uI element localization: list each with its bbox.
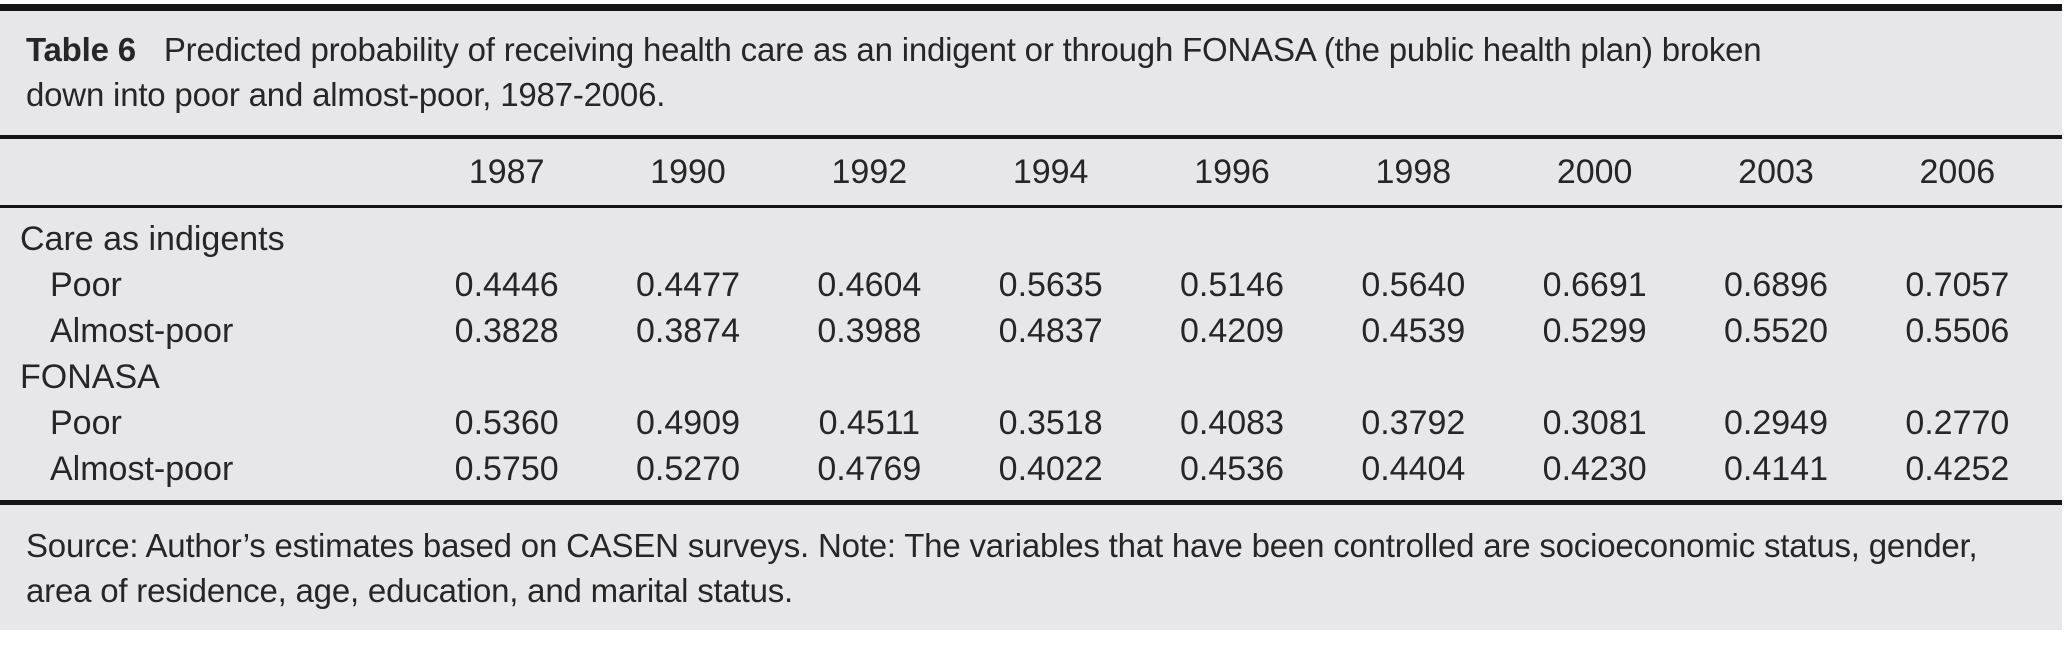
caption-text-1: Predicted probability of receiving healt… bbox=[163, 31, 1762, 68]
row-label: Almost-poor bbox=[50, 311, 234, 350]
year-header: 2003 bbox=[1738, 152, 1814, 191]
rule-under-caption bbox=[0, 135, 2062, 139]
table-row: Poor 0.4446 0.4477 0.4604 0.5635 0.5146 … bbox=[0, 262, 2062, 308]
value-cell: 0.6691 bbox=[1542, 265, 1647, 304]
value-cell: 0.4252 bbox=[1905, 449, 2010, 488]
value-cell: 0.4230 bbox=[1542, 449, 1647, 488]
value-cell: 0.4083 bbox=[1179, 403, 1284, 442]
value-cell: 0.5640 bbox=[1361, 265, 1466, 304]
year-header: 1992 bbox=[831, 152, 908, 191]
source-note: Source: Author’s estimates based on CASE… bbox=[0, 505, 2062, 613]
section-label: Care as indigents bbox=[20, 219, 285, 258]
value-cell: 0.4539 bbox=[1361, 311, 1466, 350]
section-row-care-as-indigents: Care as indigents bbox=[0, 216, 2062, 262]
table-number-label: Table 6 bbox=[26, 31, 136, 68]
value-cell: 0.7057 bbox=[1905, 265, 2010, 304]
value-cell: 0.5635 bbox=[998, 265, 1103, 304]
value-cell: 0.4209 bbox=[1179, 311, 1284, 350]
year-header: 2000 bbox=[1556, 152, 1633, 191]
value-cell: 0.4141 bbox=[1723, 449, 1828, 488]
value-cell: 0.5299 bbox=[1542, 311, 1647, 350]
row-label: Poor bbox=[50, 403, 122, 442]
value-cell: 0.4477 bbox=[635, 265, 740, 304]
value-cell: 0.3828 bbox=[454, 311, 559, 350]
section-label: FONASA bbox=[20, 357, 160, 396]
value-cell: 0.3792 bbox=[1361, 403, 1466, 442]
value-cell: 0.2949 bbox=[1723, 403, 1828, 442]
value-cell: 0.4604 bbox=[817, 265, 922, 304]
value-cell: 0.4769 bbox=[817, 449, 922, 488]
value-cell: 0.5750 bbox=[454, 449, 559, 488]
row-label: Almost-poor bbox=[50, 449, 234, 488]
value-cell: 0.5520 bbox=[1723, 311, 1828, 350]
value-cell: 0.4404 bbox=[1361, 449, 1466, 488]
value-cell: 0.5146 bbox=[1179, 265, 1284, 304]
row-label: Poor bbox=[50, 265, 122, 304]
year-header: 1990 bbox=[650, 152, 726, 191]
value-cell: 0.5506 bbox=[1905, 311, 2010, 350]
table-row: Almost-poor 0.5750 0.5270 0.4769 0.4022 … bbox=[0, 446, 2062, 492]
section-row-fonasa: FONASA bbox=[0, 354, 2062, 400]
value-cell: 0.3874 bbox=[635, 311, 740, 350]
table-caption: Table 6 Predicted probability of receivin… bbox=[0, 11, 2062, 135]
value-cell: 0.4511 bbox=[818, 403, 921, 442]
year-header: 2006 bbox=[1919, 152, 1996, 191]
year-header: 1987 bbox=[468, 152, 545, 191]
caption-line-2: down into poor and almost-poor, 1987-200… bbox=[26, 76, 666, 113]
value-cell: 0.6896 bbox=[1723, 265, 1828, 304]
year-header: 1996 bbox=[1194, 152, 1270, 191]
value-cell: 0.3081 bbox=[1542, 403, 1647, 442]
value-cell: 0.5360 bbox=[454, 403, 559, 442]
table-row: Poor 0.5360 0.4909 0.4511 0.3518 0.4083 … bbox=[0, 400, 2062, 446]
year-header: 1998 bbox=[1375, 152, 1452, 191]
year-header-row: 1987 1990 1992 1994 1996 1998 2000 2003 … bbox=[0, 139, 2062, 205]
caption-line-1: Table 6 Predicted probability of receivin… bbox=[26, 27, 2032, 72]
value-cell: 0.5270 bbox=[635, 449, 740, 488]
value-cell: 0.4837 bbox=[998, 311, 1103, 350]
table-body: Care as indigents Poor 0.4446 0.4477 0.4… bbox=[0, 208, 2062, 500]
value-cell: 0.3988 bbox=[817, 311, 922, 350]
value-cell: 0.4022 bbox=[998, 449, 1103, 488]
value-cell: 0.3518 bbox=[998, 403, 1103, 442]
table-row: Almost-poor 0.3828 0.3874 0.3988 0.4837 … bbox=[0, 308, 2062, 354]
value-cell: 0.2770 bbox=[1905, 403, 2010, 442]
table-panel: Table 6 Predicted probability of receivin… bbox=[0, 4, 2062, 630]
note-line-2: area of residence, age, education, and m… bbox=[26, 572, 794, 609]
note-line-1: Source: Author’s estimates based on CASE… bbox=[26, 527, 1978, 564]
value-cell: 0.4446 bbox=[454, 265, 559, 304]
year-header: 1994 bbox=[1012, 152, 1089, 191]
value-cell: 0.4909 bbox=[635, 403, 740, 442]
rule-above-note bbox=[0, 500, 2062, 505]
value-cell: 0.4536 bbox=[1179, 449, 1284, 488]
rule-under-years bbox=[0, 205, 2062, 208]
